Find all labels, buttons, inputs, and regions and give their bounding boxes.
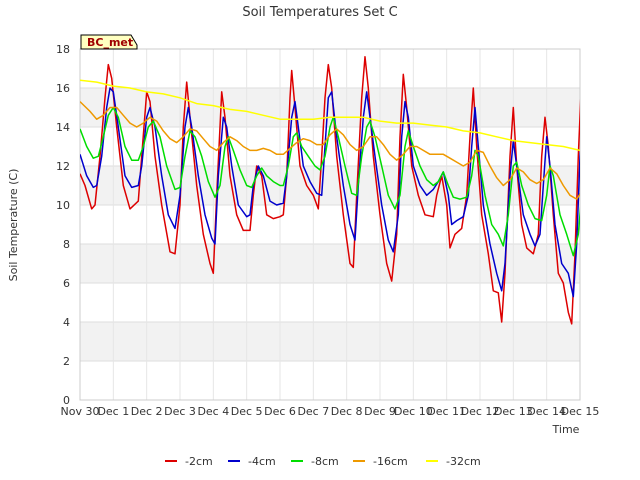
- y-tick-label: 12: [56, 160, 70, 173]
- legend: -2cm -4cm -8cm -16cm -32cm: [165, 455, 481, 468]
- plot-band: [80, 322, 580, 361]
- x-tick-label: Dec 10: [394, 405, 433, 418]
- x-tick-label: Dec 7: [297, 405, 329, 418]
- series-line-minus-16cm: [80, 101, 580, 200]
- series-line-minus-4cm: [80, 87, 580, 298]
- station-badge: BC_met: [80, 34, 138, 50]
- y-tick-label: 18: [56, 43, 70, 56]
- y-axis-ticks: 0 2 4 6 8 10 12 14 16 18: [56, 43, 70, 407]
- y-axis-label: Soil Temperature (C): [7, 169, 20, 282]
- y-tick-label: 0: [63, 394, 70, 407]
- x-tick-label: Dec 12: [461, 405, 500, 418]
- legend-label: -2cm: [185, 455, 213, 468]
- x-tick-label: Dec 2: [131, 405, 163, 418]
- plot-band: [80, 361, 580, 400]
- plot-band: [80, 166, 580, 205]
- y-tick-label: 16: [56, 82, 70, 95]
- series-line-minus-8cm: [80, 106, 580, 257]
- plot-bands: [80, 49, 580, 400]
- x-axis-label: Time: [552, 423, 580, 436]
- y-tick-label: 8: [63, 238, 70, 251]
- x-tick-label: Dec 15: [561, 405, 600, 418]
- series-line-minus-2cm: [80, 56, 580, 325]
- plot-area: [79, 48, 581, 401]
- x-tick-label: Dec 11: [427, 405, 466, 418]
- x-tick-label: Dec 1: [97, 405, 129, 418]
- legend-label: -8cm: [311, 455, 339, 468]
- y-tick-label: 4: [63, 316, 70, 329]
- series-lines: [80, 56, 580, 325]
- y-tick-label: 2: [63, 355, 70, 368]
- station-badge-label: BC_met: [87, 36, 133, 49]
- legend-label: -32cm: [446, 455, 481, 468]
- y-tick-label: 14: [56, 121, 70, 134]
- legend-label: -16cm: [373, 455, 408, 468]
- x-tick-label: Dec 4: [197, 405, 229, 418]
- plot-band: [80, 127, 580, 166]
- station-badge-box: [80, 34, 138, 50]
- x-tick-label: Dec 8: [331, 405, 363, 418]
- series-line-minus-32cm: [80, 79, 580, 152]
- x-tick-label: Dec 6: [264, 405, 296, 418]
- y-tick-label: 10: [56, 199, 70, 212]
- x-tick-label: Dec 9: [364, 405, 396, 418]
- x-tick-label: Dec 5: [231, 405, 263, 418]
- chart-title: Soil Temperatures Set C: [242, 5, 397, 20]
- plot-band: [80, 244, 580, 283]
- x-tick-label: Nov 30: [61, 405, 100, 418]
- x-tick-label: Dec 3: [164, 405, 196, 418]
- x-tick-label: Dec 14: [527, 405, 566, 418]
- plot-band: [80, 283, 580, 322]
- x-tick-label: Dec 13: [494, 405, 533, 418]
- legend-label: -4cm: [248, 455, 276, 468]
- plot-band: [80, 49, 580, 88]
- y-tick-label: 6: [63, 277, 70, 290]
